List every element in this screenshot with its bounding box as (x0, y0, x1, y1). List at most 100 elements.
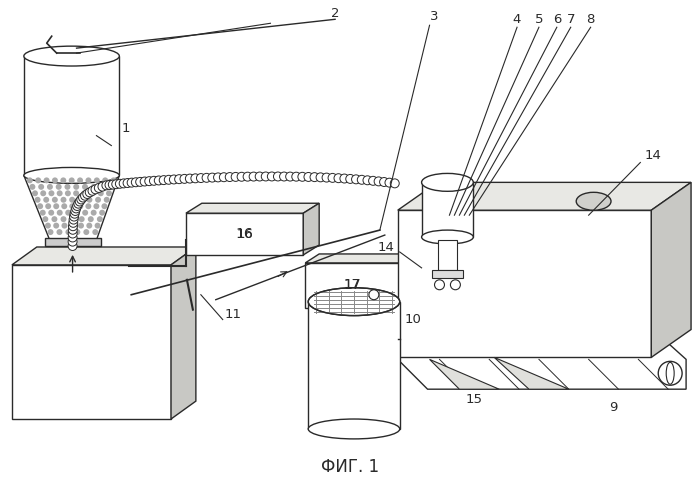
Circle shape (94, 178, 100, 184)
Text: ФИГ. 1: ФИГ. 1 (321, 458, 379, 476)
Circle shape (69, 222, 78, 231)
Circle shape (45, 223, 51, 229)
Text: 16: 16 (236, 227, 253, 241)
Circle shape (88, 186, 97, 195)
Bar (398, 210, 651, 357)
Circle shape (74, 210, 80, 215)
Circle shape (99, 210, 105, 215)
Circle shape (91, 184, 97, 190)
Circle shape (48, 210, 54, 215)
Circle shape (304, 173, 313, 182)
Circle shape (48, 190, 55, 196)
Circle shape (43, 178, 50, 184)
Circle shape (53, 223, 60, 229)
Polygon shape (186, 203, 319, 213)
Circle shape (65, 210, 71, 215)
Circle shape (86, 197, 92, 203)
Circle shape (71, 207, 80, 215)
Circle shape (53, 203, 60, 209)
Circle shape (256, 172, 264, 181)
Bar (431, 270, 463, 278)
Circle shape (85, 188, 94, 197)
Circle shape (47, 184, 53, 190)
Circle shape (159, 176, 168, 184)
Ellipse shape (666, 362, 674, 384)
Circle shape (56, 184, 62, 190)
Circle shape (78, 193, 88, 202)
Circle shape (78, 216, 85, 222)
Polygon shape (24, 176, 119, 240)
Circle shape (322, 173, 331, 182)
Circle shape (191, 174, 200, 183)
Circle shape (180, 174, 189, 184)
Circle shape (64, 184, 71, 190)
Circle shape (279, 172, 288, 181)
Circle shape (52, 178, 58, 184)
Text: 5: 5 (535, 13, 543, 26)
Circle shape (237, 172, 246, 181)
Ellipse shape (308, 419, 400, 439)
Circle shape (51, 216, 57, 222)
Circle shape (164, 175, 173, 184)
Circle shape (127, 178, 136, 187)
Circle shape (105, 181, 114, 189)
Circle shape (74, 199, 83, 208)
Circle shape (34, 197, 41, 203)
Ellipse shape (24, 46, 119, 66)
Circle shape (94, 223, 101, 229)
Circle shape (231, 172, 240, 182)
Circle shape (68, 233, 77, 242)
Circle shape (154, 176, 163, 185)
Circle shape (46, 203, 51, 209)
Circle shape (274, 172, 282, 181)
Circle shape (298, 172, 307, 181)
Circle shape (310, 173, 319, 182)
Polygon shape (651, 183, 691, 357)
Circle shape (106, 190, 112, 196)
Circle shape (219, 173, 228, 182)
Circle shape (150, 176, 158, 185)
Text: 9: 9 (609, 400, 617, 414)
Bar (308, 302, 400, 429)
Bar (186, 213, 303, 255)
Circle shape (91, 185, 100, 194)
Circle shape (334, 174, 343, 183)
Circle shape (202, 173, 211, 183)
Text: 1: 1 (122, 122, 130, 135)
Circle shape (57, 210, 63, 215)
Ellipse shape (421, 173, 473, 191)
Polygon shape (398, 183, 691, 210)
Circle shape (108, 184, 114, 190)
Circle shape (69, 215, 78, 224)
Circle shape (38, 184, 44, 190)
Circle shape (40, 190, 46, 196)
Circle shape (98, 182, 107, 191)
Circle shape (90, 190, 95, 196)
Circle shape (340, 174, 349, 183)
Circle shape (42, 216, 48, 222)
Circle shape (73, 190, 79, 196)
Circle shape (68, 229, 77, 238)
Circle shape (132, 178, 140, 187)
Circle shape (119, 179, 128, 188)
Circle shape (69, 225, 77, 234)
Ellipse shape (421, 230, 473, 244)
Circle shape (102, 181, 111, 190)
Circle shape (78, 197, 84, 203)
Circle shape (65, 229, 71, 235)
Circle shape (57, 190, 62, 196)
Bar (305, 263, 400, 308)
Circle shape (78, 223, 84, 229)
Circle shape (86, 223, 92, 229)
Circle shape (48, 229, 53, 235)
Circle shape (68, 237, 77, 246)
Circle shape (99, 184, 106, 190)
Circle shape (140, 177, 149, 186)
Circle shape (369, 290, 379, 300)
Polygon shape (303, 203, 319, 255)
Circle shape (357, 175, 366, 184)
Circle shape (145, 177, 154, 185)
Polygon shape (430, 359, 499, 389)
Circle shape (93, 203, 99, 209)
Polygon shape (12, 247, 196, 265)
